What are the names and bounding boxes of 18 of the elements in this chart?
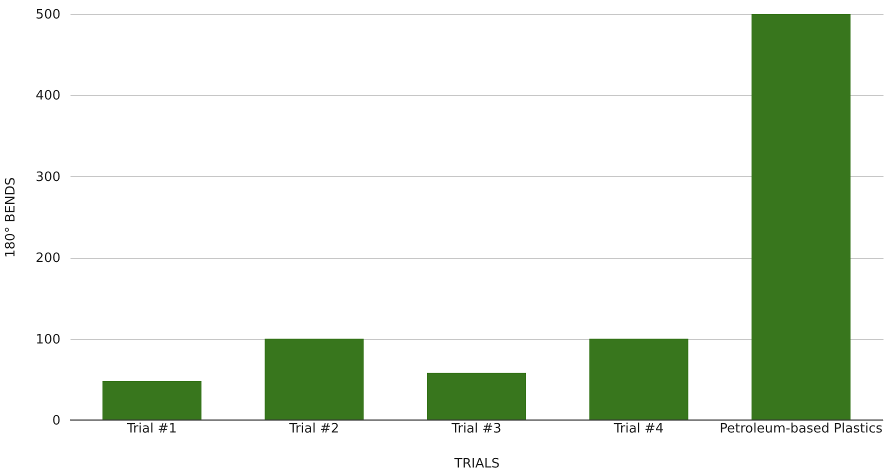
y-tick-label: 300 (36, 170, 60, 185)
y-tick-label: 0 (52, 414, 60, 428)
bar (264, 338, 364, 420)
bar (589, 338, 688, 420)
x-tick-label: Trial #1 (126, 422, 177, 436)
y-tick-label: 400 (36, 88, 60, 104)
y-axis-title: 180° BENDS (4, 177, 19, 258)
y-tick-label: 500 (36, 8, 60, 22)
bar (752, 14, 851, 420)
y-tick-label: 200 (36, 251, 60, 266)
x-axis-title: TRIALS (453, 456, 500, 472)
y-tick-label: 100 (36, 332, 60, 348)
bar (102, 381, 202, 420)
x-tick-label: Trial #4 (612, 422, 664, 436)
x-tick-label: Trial #3 (450, 422, 502, 436)
bar (427, 372, 526, 420)
x-tick-label: Trial #2 (288, 422, 340, 436)
x-tick-label: Petroleum-based Plastics (720, 422, 883, 436)
